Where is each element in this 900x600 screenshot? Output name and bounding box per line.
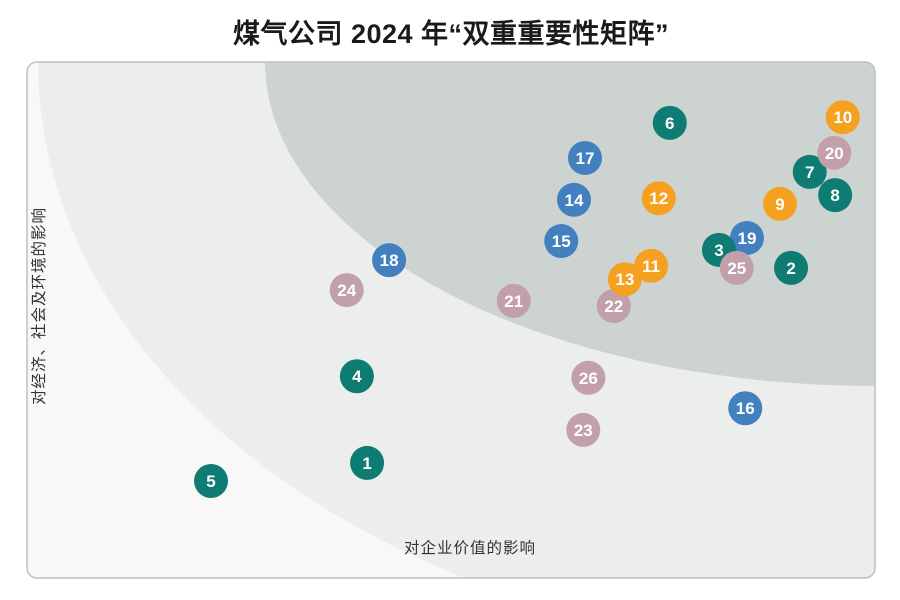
- bubble-23[interactable]: 23: [566, 412, 601, 447]
- bubble-13[interactable]: 13: [607, 262, 642, 297]
- bubble-6-label: 6: [665, 114, 674, 133]
- bubble-11-label: 11: [642, 257, 660, 276]
- bubble-26[interactable]: 26: [571, 360, 606, 395]
- bubble-17-circle: [567, 140, 602, 175]
- bubble-14-label: 14: [564, 191, 583, 210]
- bubble-22[interactable]: 22: [596, 289, 631, 324]
- bubble-4-circle: [339, 359, 374, 394]
- bubble-25-circle: [719, 250, 754, 285]
- bubble-24-circle: [329, 273, 364, 308]
- bubble-9-circle: [763, 186, 798, 221]
- bubble-17-label: 17: [576, 149, 595, 168]
- bubble-12-label: 12: [649, 189, 668, 208]
- bubble-13-label: 13: [615, 270, 634, 289]
- bubble-4[interactable]: 4: [339, 359, 374, 394]
- bubble-7-circle: [792, 154, 827, 189]
- plot-panel: [27, 62, 875, 578]
- bubble-26-label: 26: [579, 369, 598, 388]
- bubble-18[interactable]: 18: [372, 243, 407, 278]
- bubble-5[interactable]: 5: [194, 463, 229, 498]
- x-axis-label: 对企业价值的影响: [404, 539, 536, 557]
- plot-panel-border: [26, 61, 876, 579]
- bubble-10-circle: [825, 100, 860, 135]
- bubble-14-circle: [556, 182, 591, 217]
- bubble-13-circle: [607, 262, 642, 297]
- bubble-5-label: 5: [206, 472, 215, 491]
- bubble-21-circle: [496, 283, 531, 318]
- bubble-2-label: 2: [786, 259, 795, 278]
- bubble-24-label: 24: [337, 281, 356, 300]
- bubble-6-circle: [652, 105, 687, 140]
- bubble-16-label: 16: [736, 399, 755, 418]
- bubble-8[interactable]: 8: [818, 178, 853, 213]
- bubble-19[interactable]: 19: [729, 220, 764, 255]
- bubble-15-circle: [544, 224, 579, 259]
- bubble-6[interactable]: 6: [652, 105, 687, 140]
- bubble-19-circle: [729, 220, 764, 255]
- zone-medium-middle: [38, 62, 875, 578]
- bubble-21-label: 21: [504, 292, 523, 311]
- bubble-25[interactable]: 25: [719, 250, 754, 285]
- bubble-5-circle: [194, 463, 229, 498]
- bubble-2-circle: [774, 250, 809, 285]
- bubble-1[interactable]: 1: [350, 445, 385, 480]
- bubble-1-label: 1: [362, 454, 371, 473]
- bubble-25-label: 25: [727, 259, 746, 278]
- bubble-10[interactable]: 10: [825, 100, 860, 135]
- y-axis-label: 对经济、社会及环境的影响: [29, 207, 48, 405]
- bubble-8-label: 8: [830, 186, 839, 205]
- bubble-20[interactable]: 20: [817, 135, 852, 170]
- bubble-2[interactable]: 2: [774, 250, 809, 285]
- chart-title: 煤气公司 2024 年“双重重要性矩阵”: [233, 18, 669, 49]
- bubble-23-circle: [566, 412, 601, 447]
- bubble-12[interactable]: 12: [641, 181, 676, 216]
- bubble-7-label: 7: [805, 163, 814, 182]
- zone-high-top-right: [265, 62, 875, 386]
- bubble-9-label: 9: [775, 195, 784, 214]
- bubble-8-circle: [818, 178, 853, 213]
- bubble-22-label: 22: [604, 297, 623, 316]
- bubble-11[interactable]: 11: [634, 248, 669, 283]
- bubble-22-circle: [596, 289, 631, 324]
- bubble-12-circle: [641, 181, 676, 216]
- bubble-11-circle: [634, 248, 669, 283]
- bubble-18-circle: [372, 243, 407, 278]
- bubble-24[interactable]: 24: [329, 273, 364, 308]
- bubble-14[interactable]: 14: [556, 182, 591, 217]
- bubble-7[interactable]: 7: [792, 154, 827, 189]
- bubble-18-label: 18: [380, 251, 399, 270]
- bubble-19-label: 19: [737, 229, 756, 248]
- bubble-20-label: 20: [825, 144, 844, 163]
- bubble-26-circle: [571, 360, 606, 395]
- bubble-10-label: 10: [833, 108, 852, 127]
- bubble-15[interactable]: 15: [544, 224, 579, 259]
- bubble-20-circle: [817, 135, 852, 170]
- bubble-9[interactable]: 9: [763, 186, 798, 221]
- bubble-4-label: 4: [352, 367, 362, 386]
- bubble-16-circle: [728, 391, 763, 426]
- bubble-1-circle: [350, 445, 385, 480]
- bubble-3-label: 3: [714, 241, 723, 260]
- bubble-16[interactable]: 16: [728, 391, 763, 426]
- bubble-17[interactable]: 17: [567, 140, 602, 175]
- bubble-23-label: 23: [574, 421, 593, 440]
- bubble-15-label: 15: [552, 232, 571, 251]
- bubble-21[interactable]: 21: [496, 283, 531, 318]
